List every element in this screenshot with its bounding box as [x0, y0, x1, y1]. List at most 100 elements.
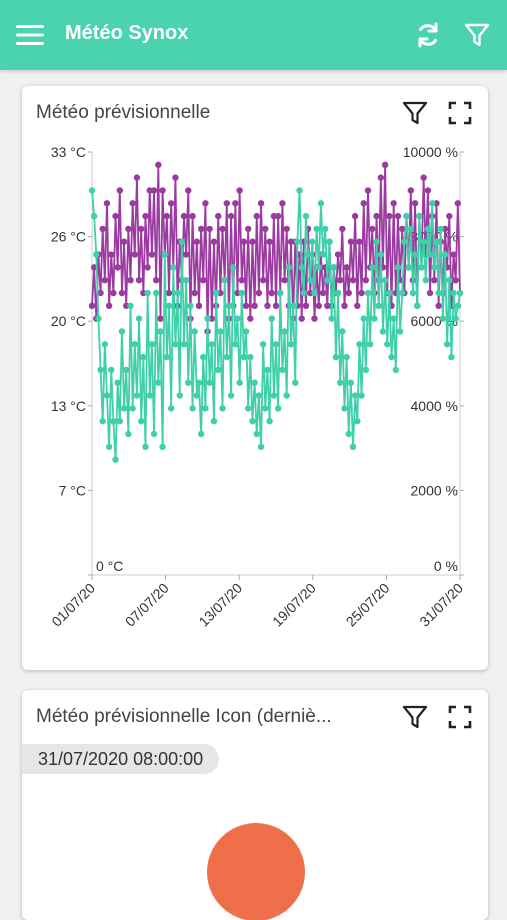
series-1-point [176, 392, 183, 399]
series-1-point [187, 302, 194, 310]
series-1-point [341, 405, 348, 412]
series-1-point [163, 353, 171, 361]
series-0-point [281, 276, 288, 284]
series-1-point [221, 276, 228, 284]
series-1-point [431, 264, 438, 271]
series-0-point [362, 276, 370, 284]
series-0-point [110, 289, 117, 297]
series-0-point [358, 289, 365, 297]
series-1-point [133, 392, 141, 399]
series-0-point [266, 238, 273, 245]
series-1-point [454, 302, 462, 310]
series-0-point [182, 251, 190, 258]
y-tick-label-right: 2000 % [411, 482, 458, 498]
series-1-point [172, 341, 179, 348]
forecast-icon-card: Météo prévisionnelle Icon (derniè... 31/… [22, 690, 488, 920]
series-1-point [251, 379, 258, 386]
series-1-point [317, 200, 325, 207]
series-1-point [324, 276, 331, 284]
series-0-point [240, 238, 248, 245]
series-1-point [418, 264, 425, 271]
series-1-point [287, 341, 295, 348]
series-1-point [392, 366, 400, 374]
series-0-point [435, 302, 442, 310]
series-1-point [277, 289, 284, 297]
series-0-point [399, 225, 406, 233]
series-0-point [345, 289, 352, 297]
series-1-point [274, 405, 282, 412]
series-1-point [142, 443, 149, 451]
filter-icon[interactable] [463, 21, 491, 49]
y-tick-label-left: 0 °C [96, 558, 123, 574]
series-1-point [281, 328, 288, 335]
series-1-point [450, 289, 457, 297]
series-1-point [439, 315, 447, 322]
series-1-point [249, 417, 256, 425]
refresh-icon[interactable] [414, 21, 442, 49]
series-1-point [441, 251, 449, 258]
series-1-point [386, 289, 393, 297]
series-1-point [232, 341, 239, 348]
series-1-point [452, 315, 459, 322]
menu-icon[interactable] [16, 24, 44, 46]
series-1-point [125, 430, 132, 438]
series-0-point [249, 238, 256, 245]
series-0-point [206, 225, 213, 233]
series-1-point [375, 302, 382, 310]
series-1-point [446, 276, 453, 284]
series-1-point [294, 238, 301, 245]
series-1-point [416, 212, 423, 220]
series-1-point [95, 315, 102, 322]
series-1-point [356, 341, 363, 348]
series-1-point [112, 456, 119, 463]
series-0-point [127, 276, 134, 284]
series-0-point [101, 276, 109, 284]
series-0-point [215, 212, 222, 220]
card-filter-icon[interactable] [402, 100, 428, 126]
series-0-point [351, 212, 359, 220]
series-1-point [202, 405, 209, 412]
series-1-point [157, 328, 164, 335]
series-0-point [452, 276, 459, 284]
series-1-point [279, 366, 286, 374]
series-1-point [253, 430, 260, 438]
series-0-point [302, 302, 310, 310]
series-0-point [191, 289, 198, 297]
series-0-point [219, 225, 226, 233]
fullscreen-icon[interactable] [448, 705, 472, 729]
series-1-point [437, 225, 444, 233]
series-0-point [165, 289, 173, 297]
series-1-point [304, 251, 312, 258]
series-1-point [97, 366, 104, 374]
series-0-point [360, 200, 367, 207]
series-1-point [343, 353, 350, 361]
series-1-point [167, 405, 175, 412]
series-0-point [431, 276, 438, 284]
series-0-point [426, 289, 434, 297]
x-tick-label: 01/07/20 [48, 580, 98, 630]
series-0-point [103, 200, 111, 207]
app-title: Météo Synox [65, 22, 189, 44]
series-0-point [424, 187, 432, 194]
series-1-point [244, 405, 252, 412]
series-0-point [238, 276, 245, 284]
series-1-point [360, 315, 367, 322]
fullscreen-icon[interactable] [448, 101, 472, 125]
series-1-point [377, 251, 385, 258]
series-0-point [118, 289, 126, 297]
series-0-point [407, 187, 414, 194]
series-0-point [99, 225, 106, 233]
series-1-point [403, 212, 410, 220]
series-0-point [247, 315, 254, 322]
series-0-point [262, 225, 269, 233]
series-1-point [108, 366, 115, 374]
series-1-point [334, 289, 342, 297]
series-0-point [341, 302, 348, 310]
series-1-point [390, 315, 397, 322]
series-1-point [234, 315, 241, 322]
series-0-point [279, 200, 286, 207]
series-1-point [358, 392, 365, 399]
card-filter-icon[interactable] [402, 704, 428, 730]
series-0-point [283, 225, 290, 233]
series-0-point [319, 289, 327, 297]
